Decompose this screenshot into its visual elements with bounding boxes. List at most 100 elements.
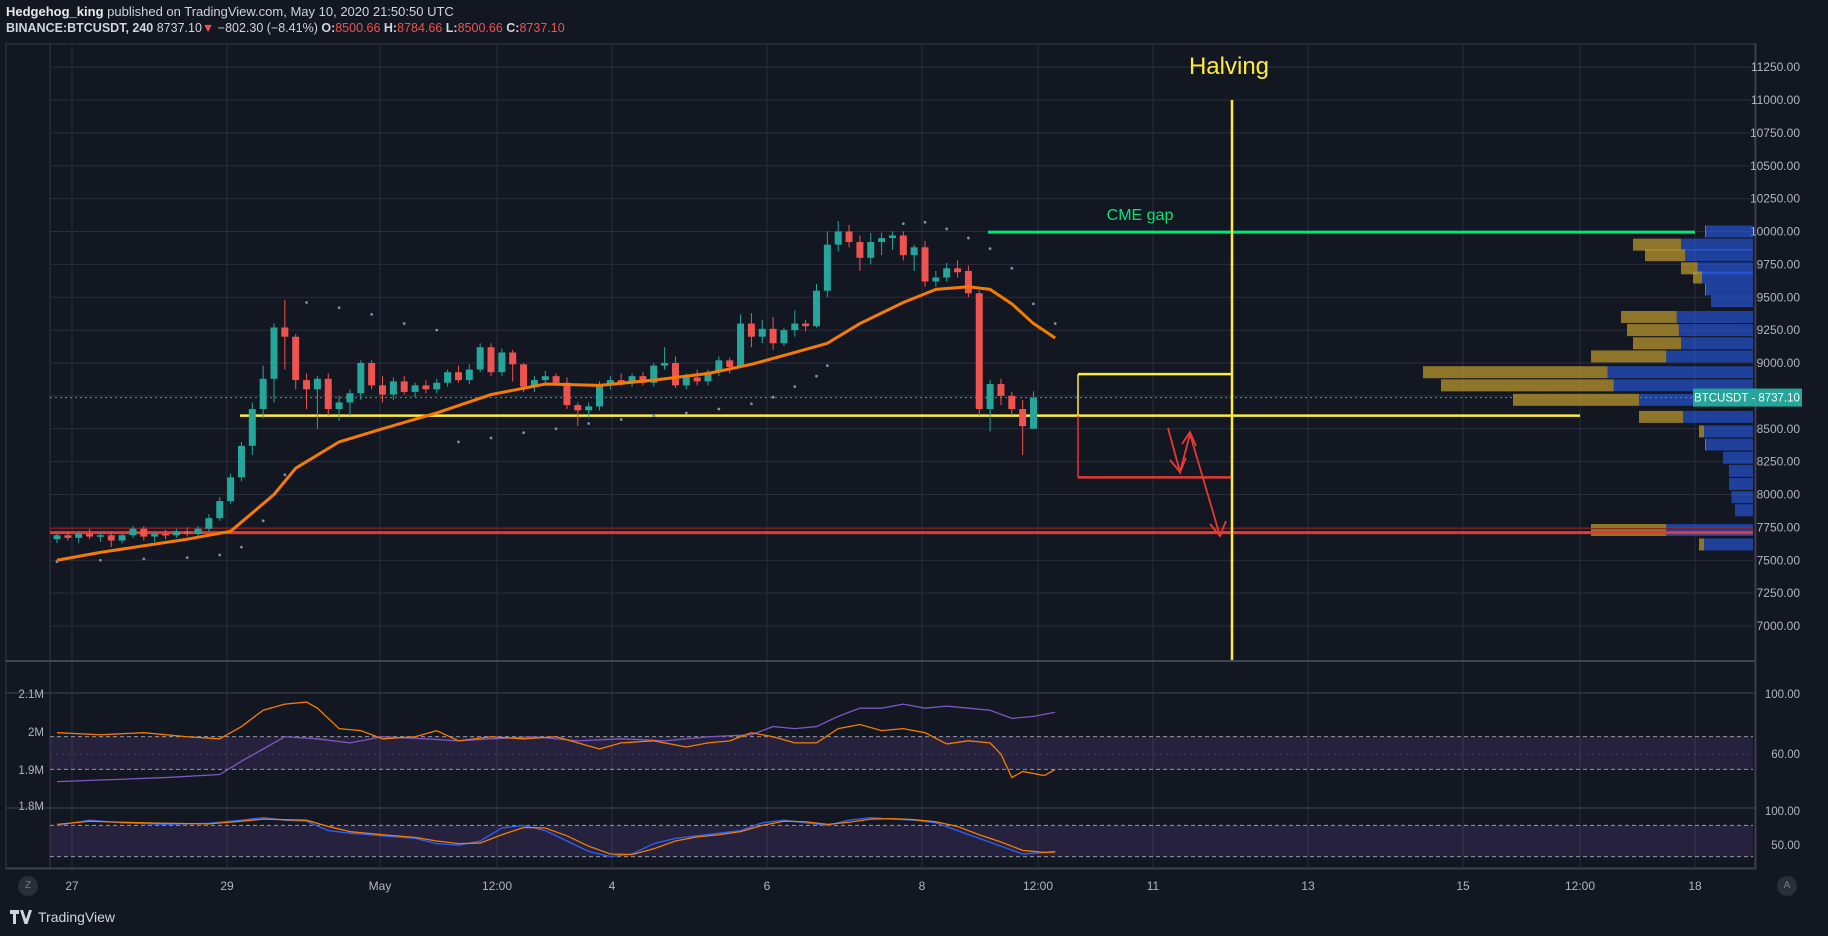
price-tick-label: 9000.00 <box>1757 356 1801 370</box>
volume-profile-bar-down <box>1706 438 1753 451</box>
candle-body <box>596 384 603 407</box>
candle-body <box>541 376 549 381</box>
volume-profile-bar-up <box>1705 225 1707 238</box>
time-tick-label: 12:00 <box>482 879 512 893</box>
candle-body <box>617 380 625 383</box>
price-tick-label: 10500.00 <box>1750 159 1800 173</box>
arrow-head-1 <box>1169 457 1187 474</box>
candle-body <box>357 363 365 394</box>
candle-body <box>802 323 810 327</box>
candle-body <box>682 377 690 386</box>
sar-dot <box>305 301 308 304</box>
zoom-reset-button[interactable]: Z <box>18 876 38 896</box>
candle-body <box>259 378 267 410</box>
volume-profile-bar-down <box>1681 337 1753 350</box>
price-tick-label: 7750.00 <box>1757 520 1801 534</box>
sar-dot <box>142 557 146 561</box>
auto-scale-button[interactable]: A <box>1777 876 1797 896</box>
candle-body <box>270 327 278 379</box>
volume-profile-bar-up <box>1423 366 1608 379</box>
candle-body <box>433 382 441 390</box>
volume-profile-bar-down <box>1711 295 1753 308</box>
tradingview-logo[interactable]: TradingView <box>10 909 115 925</box>
volume-profile-bar-down <box>1607 366 1753 379</box>
candle-body <box>248 409 256 446</box>
candle-body <box>411 385 419 392</box>
volume-profile-bar-down <box>1683 410 1753 423</box>
candle-body <box>845 231 853 243</box>
sar-dot <box>945 227 949 231</box>
sar-dot <box>923 220 927 224</box>
price-tick-label: 8250.00 <box>1757 455 1801 469</box>
candle-body <box>227 477 235 502</box>
volume-profile-bar-up <box>1621 310 1677 323</box>
published-text: published on TradingView.com, May 10, 20… <box>107 4 454 19</box>
ema-line <box>56 285 1057 562</box>
candle-body <box>96 535 104 537</box>
sar-dot <box>901 222 905 226</box>
price-tick-label: 9750.00 <box>1757 257 1801 271</box>
ind1-right-tick: 60.00 <box>1771 749 1800 761</box>
candle-body <box>335 402 343 410</box>
price-tick-label: 7250.00 <box>1757 586 1801 600</box>
volume-profile-bar-up <box>1633 337 1681 350</box>
sar-dot <box>587 422 591 425</box>
volume-profile-bar-up <box>1591 524 1667 537</box>
time-tick-label: 15 <box>1456 879 1470 893</box>
price-tick-label: 11000.00 <box>1751 93 1800 107</box>
symbol-label[interactable]: BINANCE:BTCUSDT, 240 <box>6 21 154 35</box>
candle-body <box>563 382 571 406</box>
candle-body <box>53 535 61 540</box>
volume-profile-bar-down <box>1729 464 1753 477</box>
time-tick-label: 8 <box>919 879 926 893</box>
candle-body <box>878 238 886 243</box>
stoch-band <box>50 825 1753 857</box>
volume-profile-bar-up <box>1633 238 1681 251</box>
sar-dot <box>99 558 102 562</box>
candle-body <box>921 247 929 282</box>
time-tick-label: May <box>369 879 392 893</box>
candle-body <box>737 323 745 367</box>
candle-body <box>834 231 842 245</box>
high-value: 8784.66 <box>397 21 443 35</box>
candle-body <box>86 533 94 537</box>
volume-profile-bar-down <box>1706 283 1753 296</box>
sar-dot <box>1032 302 1035 306</box>
volume-profile-bar-up <box>1681 262 1698 275</box>
candle-body <box>823 244 831 291</box>
volume-profile-bar-down <box>1702 271 1753 284</box>
footer-bar <box>0 902 1828 936</box>
author-name[interactable]: Hedgehog_king <box>6 4 104 19</box>
candle-body <box>715 360 723 373</box>
down-arrow-icon: ▼ <box>201 21 215 35</box>
projection-arrows <box>1167 427 1227 538</box>
time-tick-label: 27 <box>65 879 79 893</box>
candle-body <box>574 405 582 411</box>
candle-body <box>650 365 658 383</box>
sar-dot <box>1010 266 1014 270</box>
sar-dot <box>240 545 243 549</box>
candle-body <box>639 376 647 383</box>
sar-dot <box>684 411 688 415</box>
candle-body <box>368 363 376 386</box>
candle-body <box>1030 397 1037 429</box>
candle-body <box>888 235 896 239</box>
candle-body <box>303 380 311 390</box>
candle-body <box>552 376 560 383</box>
candle-body <box>726 360 734 367</box>
candle-body <box>780 330 788 344</box>
candle-body <box>671 363 679 386</box>
sar-dot <box>185 556 189 560</box>
volume-profile-bar-down <box>1685 249 1753 262</box>
arrow-head-2 <box>1181 430 1197 447</box>
sar-dot <box>402 322 406 325</box>
volume-profile-bar-down <box>1723 451 1753 464</box>
chart-border <box>5 43 1757 870</box>
low-value: 8500.66 <box>457 21 503 35</box>
candle-body <box>281 327 289 337</box>
volume-profile-bar-down <box>1666 350 1753 363</box>
price-tick-label: 7000.00 <box>1757 619 1801 633</box>
candle-body <box>964 270 972 294</box>
candle-body <box>856 242 864 258</box>
